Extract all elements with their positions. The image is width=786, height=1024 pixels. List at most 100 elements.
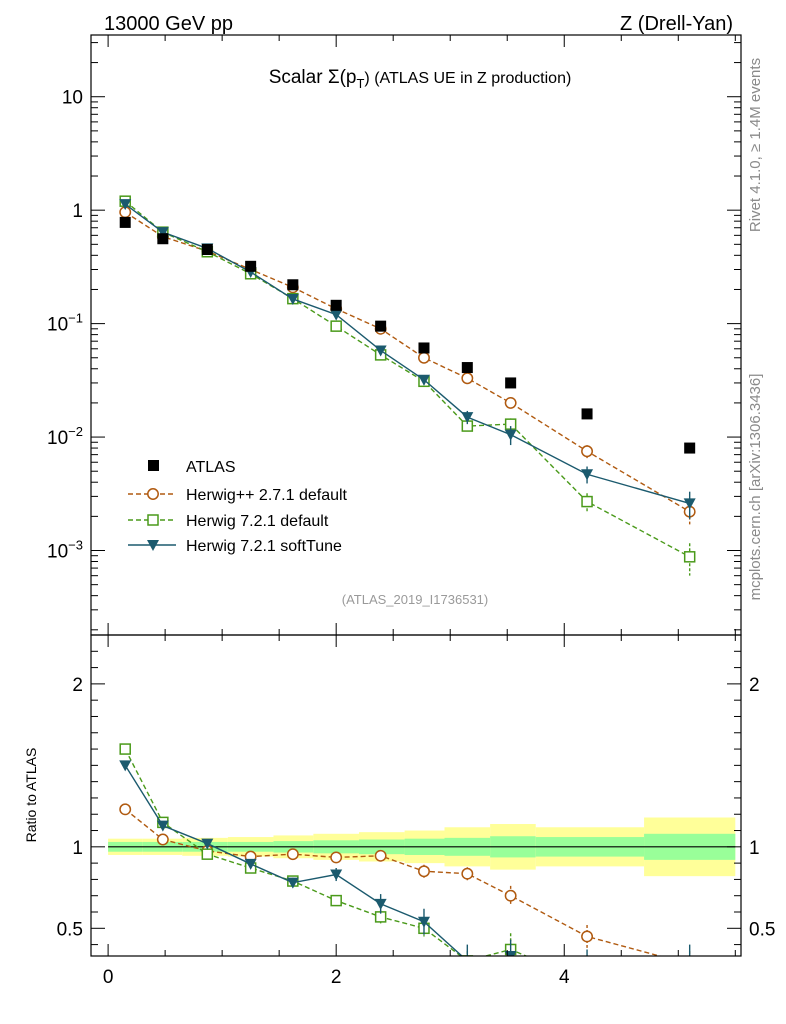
ytick-base: 10 [47,428,68,449]
ratio-point-1 [330,894,342,907]
ratio-point-0 [504,889,517,902]
ratio-point-2 [581,958,593,969]
series-point-2 [683,498,696,510]
atlas-point [119,216,131,228]
xtick-label: 0 [103,967,114,988]
xtick-label: 4 [559,967,570,988]
ratio-point-0 [581,930,594,943]
ratio-ytick-label-right: 0.5 [749,919,775,940]
ratio-line-0 [124,808,663,956]
chart-title-sub: T [356,76,364,91]
ratio-point-2 [683,955,696,956]
ytick-base: 10 [47,315,68,336]
legend-label-0: Herwig++ 2.7.1 default [186,487,348,504]
atlas-point [684,442,696,454]
main-data [119,195,696,576]
legend-marker-1 [147,514,159,526]
atlas-point [201,244,213,256]
legend-marker-0 [147,488,159,500]
ratio-ylabel: Ratio to ATLAS [23,748,39,843]
ratio-point-2 [286,877,299,889]
series-point-1 [330,320,342,332]
ratio-point-2 [461,955,474,956]
ratio-point-0 [374,849,387,862]
ratio-ytick-label: 1 [72,838,83,859]
ratio-point-1 [685,987,695,997]
legend-label-atlas: ATLAS [186,459,236,476]
chart-title-prefix: Scalar Σ(p [269,67,357,88]
ratio-line-2 [124,764,519,956]
atlas-point [461,362,473,374]
series-point-2 [504,429,517,441]
header-right: Z (Drell-Yan) [620,13,733,35]
ratio-plot: 0.5 0.5 1 1 2 2 0 2 4 [57,634,775,997]
legend-label-1: Herwig 7.2.1 default [186,513,329,530]
series-line-2 [124,203,690,505]
mcplots-label: mcplots.cern.ch [arXiv:1306.3436] [747,374,764,601]
main-ytick-label: 10 [62,88,83,109]
series-point-2 [461,412,474,424]
series-point-2 [156,227,169,239]
atlas-point [245,260,257,272]
ratio-ytick-label: 0.5 [57,919,83,940]
atlas-point [581,408,593,420]
series-line-1 [124,200,691,558]
ratio-point-0 [119,803,132,816]
legend-marker-atlas [148,460,159,471]
ratio-line-1 [124,748,528,956]
rivet-label: Rivet 4.1.0, ≥ 1.4M events [747,58,764,232]
ratio-point-1 [201,848,214,860]
ratio-point-1 [582,977,592,987]
atlas-point [418,342,430,354]
chart-title-suffix: ) (ATLAS UE in Z production) [364,70,571,87]
ytick-exponent: −2 [68,424,83,439]
main-ytick-label: 10−3 [47,538,83,563]
ratio-point-2 [374,898,387,910]
ytick-exponent: −1 [68,311,83,326]
ratio-ytick-label: 2 [72,675,83,696]
ratio-point-1 [119,743,131,755]
ratio-point-0 [156,833,169,846]
series-point-2 [374,345,387,357]
ratio-point-0 [418,865,430,878]
main-ytick-label: 10−1 [47,311,83,336]
ratio-point-0 [286,848,299,861]
atlas-point [505,377,517,389]
series-point-0 [418,351,430,364]
series-point-0 [461,372,474,385]
atlas-point [287,279,299,291]
series-point-2 [330,309,343,321]
ratio-point-2 [201,838,214,850]
main-ytick-label: 10−2 [47,424,83,449]
ratio-point-0 [330,851,343,864]
series-point-2 [417,374,430,386]
analysis-label: (ATLAS_2019_I1736531) [342,592,488,607]
atlas-point [330,299,342,311]
legend-label-2: Herwig 7.2.1 softTune [186,538,342,555]
chart-title: Scalar Σ(pT) (ATLAS UE in Z production) [269,67,572,91]
ytick-exponent: −3 [68,538,83,553]
ratio-ytick-label-right: 2 [749,675,760,696]
series-point-2 [581,469,594,481]
main-ytick-label: 1 [72,201,83,222]
ratio-point-1 [461,955,474,956]
header-left: 13000 GeV pp [104,13,233,35]
legend-marker-2 [147,540,159,551]
xtick-label: 2 [331,967,342,988]
ratio-point-2 [417,916,430,928]
series-point-0 [504,396,517,409]
ytick-base: 10 [47,542,68,563]
series-point-0 [581,445,594,458]
series-point-2 [286,293,299,305]
ratio-ytick-label-right: 1 [749,838,760,859]
series-point-1 [683,551,696,563]
ratio-point-0 [684,959,694,969]
series-point-1 [581,495,593,508]
legend: ATLAS Herwig++ 2.7.1 default Herwig 7.2.1 … [128,459,348,555]
ratio-point-2 [244,858,257,870]
ratio-point-2 [156,820,169,832]
series-point-2 [119,199,132,211]
ratio-data [108,743,736,997]
